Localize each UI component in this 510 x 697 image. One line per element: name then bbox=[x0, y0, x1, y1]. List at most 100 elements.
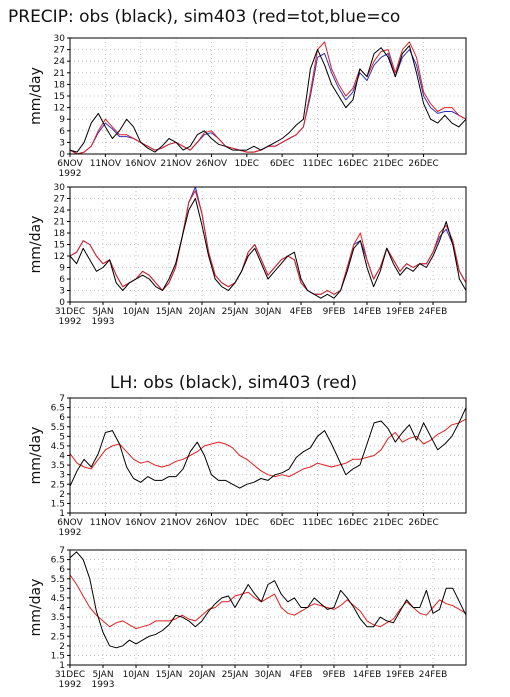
x-tick-label: 16NOV bbox=[125, 518, 157, 528]
series-line-obs bbox=[69, 198, 467, 299]
y-tick-label: 4 bbox=[59, 604, 65, 614]
y-tick-label: 12 bbox=[54, 104, 65, 114]
y-tick-label: 1.5 bbox=[51, 499, 65, 509]
x-tick-label: 9FEB bbox=[323, 307, 346, 317]
x-tick-label: 11DEC bbox=[302, 518, 332, 528]
chart-panel-4: 11.522.533.544.555.566.5731DEC19925JAN19… bbox=[28, 546, 467, 690]
x-tick-label: 11NOV bbox=[90, 518, 122, 528]
y-tick-label: 4.5 bbox=[51, 442, 65, 452]
plot-frame bbox=[69, 186, 467, 303]
x-tick-label: 16DEC bbox=[338, 159, 368, 169]
x-tick-label: 21NOV bbox=[160, 159, 192, 169]
y-axis-label: mm/day bbox=[28, 427, 44, 485]
lh-title: LH: obs (black), sim403 (red) bbox=[110, 373, 357, 393]
x-tick-label: 1DEC bbox=[234, 159, 259, 169]
y-tick-label: 15 bbox=[54, 241, 65, 251]
y-axis-label: mm/day bbox=[28, 67, 44, 125]
y-tick-label: 21 bbox=[54, 69, 65, 79]
x-tick-label: 20JAN bbox=[189, 307, 216, 317]
plot-frame bbox=[69, 37, 467, 155]
y-tick-label: 6 bbox=[59, 127, 65, 137]
x-tick-label: 5JAN bbox=[92, 670, 113, 680]
y-tick-label: 24 bbox=[54, 206, 66, 216]
y-axis-label: mm/day bbox=[28, 216, 44, 274]
x-tick-label: 9FEB bbox=[323, 670, 346, 680]
y-tick-label: 0 bbox=[59, 298, 65, 308]
y-tick-label: 2 bbox=[59, 490, 65, 500]
x-tick-label: 19FEB bbox=[386, 670, 415, 680]
series-line-sim-total bbox=[69, 418, 467, 478]
y-tick-label: 6.5 bbox=[51, 404, 65, 414]
x-tick-label: 11NOV bbox=[90, 159, 122, 169]
y-tick-label: 24 bbox=[54, 57, 66, 67]
plot-frame bbox=[69, 397, 467, 514]
x-tick-label: 16NOV bbox=[125, 159, 157, 169]
x-tick-label: 5JAN bbox=[92, 307, 113, 317]
x-tick-label: 6NOV bbox=[57, 518, 83, 528]
y-tick-label: 6 bbox=[59, 413, 65, 423]
x-tick-label: 31DEC bbox=[55, 307, 85, 317]
series-line-obs bbox=[69, 407, 467, 489]
y-tick-label: 21 bbox=[54, 218, 65, 228]
y-tick-label: 27 bbox=[54, 195, 65, 205]
y-tick-label: 3.5 bbox=[51, 613, 65, 623]
y-tick-label: 9 bbox=[59, 115, 65, 125]
y-tick-label: 30 bbox=[54, 34, 66, 44]
x-tick-label: 19FEB bbox=[386, 307, 415, 317]
x-tick-label: 24FEB bbox=[419, 307, 448, 317]
x-tick-label: 25JAN bbox=[222, 670, 249, 680]
y-tick-label: 1.5 bbox=[51, 651, 65, 661]
y-tick-label: 30 bbox=[54, 183, 66, 193]
x-tick-label: 21DEC bbox=[373, 518, 403, 528]
x-tick-label: 21NOV bbox=[160, 518, 192, 528]
series-line-obs bbox=[69, 551, 467, 649]
y-tick-label: 3 bbox=[59, 138, 65, 148]
x-tick-year-label: 1992 bbox=[59, 169, 82, 179]
y-tick-label: 2.5 bbox=[51, 480, 65, 490]
x-tick-label: 6DEC bbox=[270, 518, 295, 528]
y-tick-label: 5 bbox=[59, 432, 65, 442]
x-tick-label: 15JAN bbox=[156, 307, 183, 317]
y-tick-label: 2 bbox=[59, 642, 65, 652]
series-line-sim-total bbox=[69, 574, 467, 630]
y-tick-label: 3 bbox=[59, 471, 65, 481]
y-tick-label: 4.5 bbox=[51, 594, 65, 604]
y-tick-label: 6 bbox=[59, 275, 65, 285]
x-tick-label: 11DEC bbox=[302, 159, 332, 169]
y-tick-label: 12 bbox=[54, 252, 65, 262]
y-tick-label: 3.5 bbox=[51, 461, 65, 471]
y-tick-label: 7 bbox=[59, 546, 65, 556]
y-tick-label: 5.5 bbox=[51, 423, 65, 433]
x-tick-label: 26NOV bbox=[196, 518, 228, 528]
x-tick-label: 20JAN bbox=[189, 670, 216, 680]
x-tick-year-label: 1992 bbox=[59, 680, 82, 690]
x-tick-label: 14FEB bbox=[353, 307, 382, 317]
series-line-obs bbox=[69, 45, 467, 153]
x-tick-label: 21DEC bbox=[373, 159, 403, 169]
y-tick-label: 4 bbox=[59, 452, 65, 462]
x-tick-label: 24FEB bbox=[419, 670, 448, 680]
y-tick-label: 3 bbox=[59, 287, 65, 297]
x-tick-year-label: 1993 bbox=[92, 317, 115, 327]
y-tick-label: 18 bbox=[54, 80, 66, 90]
x-tick-year-label: 1992 bbox=[59, 317, 82, 327]
y-tick-label: 7 bbox=[59, 394, 65, 404]
x-tick-label: 4FEB bbox=[290, 307, 313, 317]
x-tick-label: 26DEC bbox=[408, 159, 438, 169]
y-tick-label: 1 bbox=[59, 661, 65, 671]
y-tick-label: 5.5 bbox=[51, 575, 65, 585]
x-tick-label: 4FEB bbox=[290, 670, 313, 680]
y-tick-label: 2.5 bbox=[51, 632, 65, 642]
plot-frame bbox=[69, 549, 467, 666]
y-tick-label: 5 bbox=[59, 584, 65, 594]
x-tick-label: 10JAN bbox=[123, 307, 150, 317]
x-tick-label: 16DEC bbox=[338, 518, 368, 528]
x-tick-label: 1DEC bbox=[234, 518, 259, 528]
y-tick-label: 9 bbox=[59, 264, 65, 274]
x-tick-label: 6NOV bbox=[57, 159, 83, 169]
precip-title: PRECIP: obs (black), sim403 (red=tot,blu… bbox=[8, 7, 400, 27]
y-tick-label: 0 bbox=[59, 150, 65, 160]
